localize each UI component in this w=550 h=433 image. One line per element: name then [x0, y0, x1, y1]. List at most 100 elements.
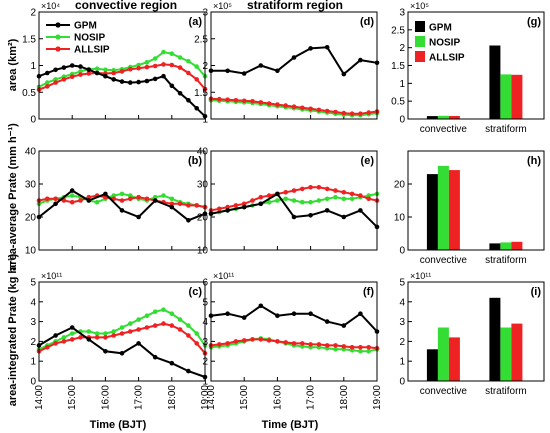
ytick-label: 4 — [202, 317, 208, 328]
allsip-point — [217, 342, 222, 347]
allsip-point — [349, 111, 355, 116]
allsip-point — [250, 198, 255, 203]
allsip-point — [225, 341, 230, 346]
xlabel-left: Time (BJT) — [90, 419, 147, 431]
panels-layer: 0 0.5 1 1.5 2 ×10⁴ convective region (a) 1 1.5 2 2.… — [22, 0, 545, 410]
xtick-label: 15:00 — [239, 385, 250, 410]
allsip-point — [61, 339, 67, 344]
allsip-point — [300, 105, 305, 111]
ytick-label: 0 — [399, 115, 405, 126]
xtick-label: 15:00 — [67, 385, 78, 410]
allsip-bar — [511, 323, 523, 381]
ytick-label: 30 — [25, 180, 37, 191]
ytick-label: 1.5 — [194, 88, 208, 99]
nosip-point — [94, 66, 100, 71]
allsip-point — [275, 339, 280, 344]
ytick-label: 1 — [399, 79, 405, 90]
allsip-point — [194, 77, 199, 82]
gpm-point — [61, 65, 67, 70]
allsip-point — [53, 196, 58, 202]
ytick-label: 30 — [197, 180, 209, 191]
gpm-point — [119, 351, 125, 356]
ytick-label: 5 — [202, 297, 208, 308]
ytick-label: 2 — [30, 337, 36, 348]
nosip-point — [111, 193, 116, 198]
panel-h: 0 10 20 convective stratiform (h) — [394, 150, 545, 266]
nosip-point — [366, 349, 372, 354]
allsip-point — [324, 343, 330, 348]
gpm-point — [69, 63, 75, 68]
allsip-point — [161, 321, 166, 326]
xtick-label: 18:00 — [167, 385, 178, 410]
gpm-point — [258, 303, 264, 309]
xtick-label: 17:00 — [134, 385, 145, 410]
allsip-point — [69, 74, 75, 79]
ytick-label: 40 — [25, 147, 37, 158]
gpm-point — [186, 98, 191, 103]
ylabel-row-1: area (km²) — [7, 38, 19, 91]
gpm-point — [161, 73, 166, 79]
allsip-point — [341, 190, 347, 195]
allsip-point — [291, 341, 297, 346]
allsip-point — [266, 101, 272, 106]
gpm-point — [291, 311, 297, 317]
gpm-point — [86, 337, 92, 342]
gpm-point — [308, 311, 313, 317]
gpm-point — [103, 73, 108, 79]
xtick-label: 16:00 — [272, 385, 283, 410]
ytick-label: 2 — [399, 337, 405, 348]
gpm-point — [324, 45, 330, 50]
allsip-point — [283, 340, 289, 345]
allsip-point — [136, 65, 141, 71]
allsip-point — [316, 185, 322, 190]
legend-entry: NOSIP — [429, 38, 460, 49]
gpm-point — [225, 208, 230, 213]
gpm-point — [275, 68, 280, 74]
xtick-label: 14:00 — [206, 385, 217, 410]
exponent-label: ×10⁴ — [41, 1, 60, 11]
nosip-point — [291, 198, 297, 203]
nosip-point — [169, 311, 175, 317]
allsip-point — [308, 342, 313, 347]
gpm-point — [241, 204, 247, 210]
allsip-point — [358, 345, 363, 350]
allsip-point — [61, 77, 67, 82]
allsip-point — [186, 70, 191, 76]
gpm-point — [324, 319, 330, 324]
ytick-label: 10 — [394, 213, 406, 224]
nosip-point — [333, 347, 338, 352]
nosip-point — [152, 194, 158, 200]
nosip-point — [333, 194, 338, 200]
allsip-point — [308, 185, 313, 190]
allsip-point — [324, 186, 330, 192]
allsip-point — [333, 343, 338, 348]
legend-marker — [55, 22, 61, 28]
allsip-point — [186, 333, 191, 338]
allsip-point — [53, 341, 58, 346]
allsip-point — [316, 107, 322, 113]
nosip-point — [169, 51, 175, 56]
nosip-point — [103, 331, 108, 336]
nosip-point — [78, 69, 83, 74]
gpm-point — [94, 70, 100, 76]
ytick-label: 4 — [30, 297, 36, 308]
allsip-point — [119, 331, 125, 336]
allsip-point — [291, 188, 297, 193]
allsip-point — [128, 329, 133, 334]
ytick-label: 2.5 — [391, 25, 405, 36]
gpm-point — [225, 68, 230, 74]
allsip-point — [250, 99, 255, 104]
gpm-point — [275, 191, 280, 197]
gpm-point — [341, 71, 347, 77]
gpm-point — [53, 67, 58, 73]
panel-f: 1 2 3 4 5 6 14:00 15:00 16:00 17:00 18:00 19:00 ×10¹… — [202, 271, 383, 410]
allsip-point — [86, 194, 92, 200]
nosip-point — [152, 309, 158, 315]
panel-title: convective region — [75, 0, 177, 12]
allsip-point — [152, 323, 158, 328]
nosip-point — [366, 193, 372, 198]
ylabel-row-2: area-average Prate (mm h⁻¹) — [7, 123, 19, 271]
allsip-point — [349, 345, 355, 350]
nosip-point — [53, 77, 58, 82]
